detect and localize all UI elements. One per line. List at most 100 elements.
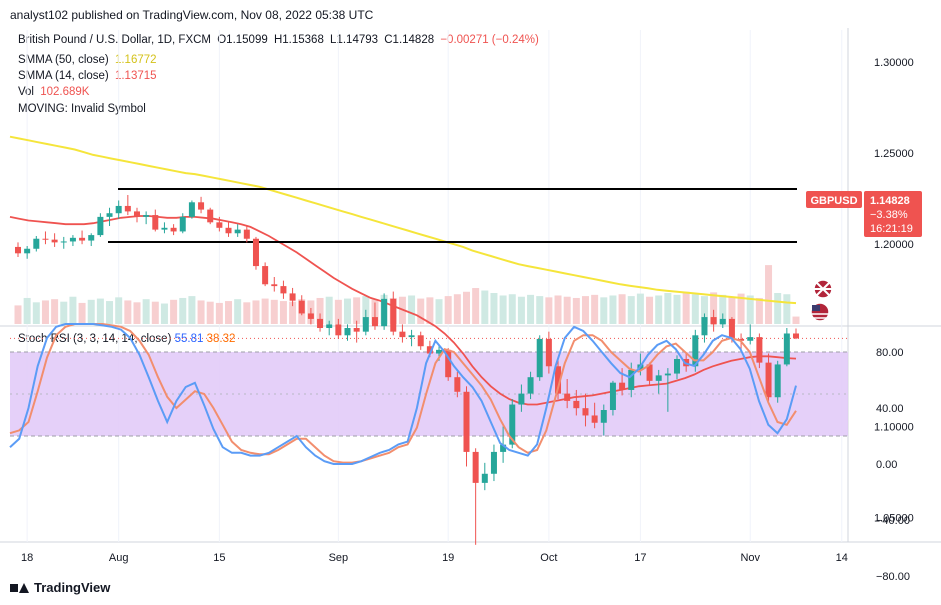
candle (765, 353, 772, 401)
flag-icon-us[interactable] (810, 302, 830, 322)
candle-body (692, 335, 699, 367)
candle-body (765, 362, 772, 398)
candle-body (152, 215, 159, 230)
candle-body (655, 375, 662, 381)
candle-body (344, 328, 351, 336)
volume-bar (316, 297, 324, 324)
candle (216, 216, 223, 232)
price-tag-price: 1.14828 (870, 195, 910, 207)
candle-body (381, 298, 388, 327)
volume-bar (646, 296, 654, 324)
volume-bar (499, 295, 507, 324)
time-tick-label: 15 (213, 552, 225, 564)
candle (481, 462, 488, 491)
candle-body (582, 408, 589, 416)
volume-value: 102.689K (40, 86, 90, 98)
volume-bar (69, 296, 77, 324)
volume-bar (408, 295, 416, 324)
candle (97, 213, 104, 237)
stoch-k-value: 55.81 (174, 333, 204, 345)
candle (674, 355, 681, 380)
candle-body (738, 338, 745, 341)
volume-bar (225, 301, 233, 324)
stoch-tick-label: 80.00 (876, 347, 904, 359)
candle (573, 389, 580, 416)
stoch-tick-label: −40.00 (876, 515, 910, 527)
candle-body (564, 393, 571, 401)
volume-bar (627, 296, 635, 324)
sma14-value: 1.13715 (114, 70, 157, 82)
candle-body (500, 444, 507, 452)
volume-bar (517, 296, 525, 324)
candle-body (390, 298, 397, 332)
volume-bar (618, 294, 626, 324)
candle-body (353, 328, 360, 332)
time-tick-label: Oct (540, 552, 557, 564)
candle (33, 236, 40, 252)
grid-lines (0, 28, 941, 543)
moving-legend: MOVING: Invalid Symbol (18, 103, 146, 115)
price-tag-symbol-bg (806, 191, 862, 208)
candle (362, 309, 369, 336)
sma14-legend: SMMA (14, close) 1.13715 (18, 70, 157, 82)
volume-bar (765, 265, 773, 324)
flag-icon-uk[interactable] (813, 279, 833, 299)
support-resistance-lines (10, 188, 848, 339)
volume-bar (737, 293, 745, 324)
candle-body (143, 215, 150, 217)
candle (24, 246, 31, 259)
time-tick-label: Sep (329, 552, 349, 564)
candle-body (161, 227, 168, 230)
volume-bar (252, 300, 260, 324)
candle (371, 302, 378, 330)
candle-body (710, 317, 717, 325)
candle (793, 328, 799, 340)
stoch-tick-label: 0.00 (876, 459, 897, 471)
candle (555, 357, 562, 400)
candle-body (481, 473, 488, 483)
volume-bar (682, 291, 690, 324)
volume-bar (710, 292, 718, 324)
candle (381, 293, 388, 330)
volume-bar (353, 297, 361, 324)
volume-bar (197, 300, 205, 324)
candle (15, 242, 21, 257)
volume-bar (746, 295, 754, 324)
candle-body (289, 293, 296, 301)
volume-bar (545, 297, 553, 324)
candle (600, 404, 607, 436)
sma50-legend: SMMA (50, close) 1.16772 (18, 54, 157, 66)
candle-body (42, 238, 49, 240)
price-tick-label: 1.30000 (874, 57, 914, 69)
candle (60, 236, 67, 249)
candle-body (408, 335, 415, 338)
candle (344, 324, 351, 341)
candle (317, 313, 324, 332)
volume-label: Vol (18, 86, 34, 98)
candle-body (527, 377, 534, 394)
candle-body (399, 331, 406, 338)
candle (124, 195, 131, 216)
stoch-rsi-lines (9, 323, 797, 465)
symbol-legend: British Pound / U.S. Dollar, 1D, FXCM O1… (18, 34, 539, 46)
candle-body (463, 391, 470, 452)
price-tick-label: 1.25000 (874, 148, 914, 160)
candle (719, 313, 726, 329)
footer-brand-text: TradingView (34, 580, 111, 595)
symbol-title: British Pound / U.S. Dollar, 1D, FXCM (18, 34, 212, 46)
volume-bar (96, 298, 104, 324)
volume-bar (170, 299, 178, 324)
volume-bar (206, 301, 214, 324)
candle (390, 291, 397, 336)
volume-bar (783, 294, 791, 324)
volume-bar (160, 303, 168, 324)
candle-body (783, 333, 790, 365)
stoch-band-fill (10, 352, 848, 436)
candle (490, 444, 497, 482)
candle-body (536, 338, 543, 378)
publisher-line: analyst102 published on TradingView.com,… (10, 8, 374, 22)
candle-body (252, 238, 259, 267)
stoch-tick-label: −80.00 (876, 571, 910, 583)
candle (252, 236, 259, 270)
